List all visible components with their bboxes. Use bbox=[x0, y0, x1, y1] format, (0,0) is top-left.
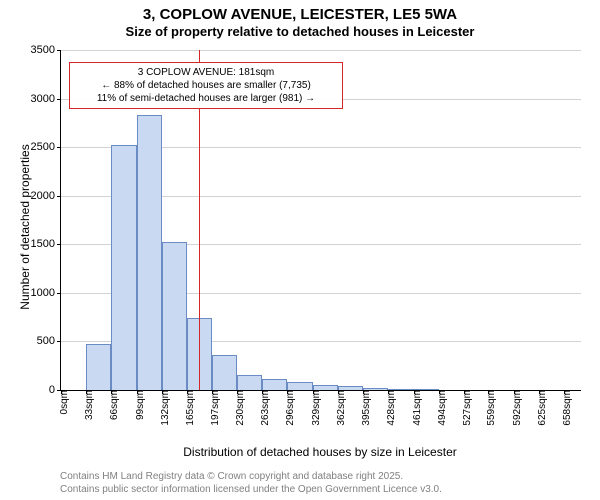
copyright-footer: Contains HM Land Registry data © Crown c… bbox=[60, 471, 442, 496]
x-tick-label: 395sqm bbox=[359, 390, 372, 426]
x-tick-label: 625sqm bbox=[535, 390, 548, 426]
annotation-box: 3 COPLOW AVENUE: 181sqm← 88% of detached… bbox=[69, 62, 343, 109]
x-tick-label: 0sqm bbox=[57, 390, 70, 414]
page-title-line2: Size of property relative to detached ho… bbox=[0, 24, 600, 39]
x-tick-label: 230sqm bbox=[233, 390, 246, 426]
histogram-bar bbox=[111, 145, 136, 390]
footer-line1: Contains HM Land Registry data © Crown c… bbox=[60, 471, 442, 484]
histogram-bar bbox=[237, 375, 262, 390]
annotation-line3: 11% of semi-detached houses are larger (… bbox=[76, 92, 336, 105]
histogram-bar bbox=[262, 379, 287, 390]
histogram-bar bbox=[212, 355, 237, 390]
x-tick-label: 99sqm bbox=[133, 390, 146, 420]
x-tick-label: 461sqm bbox=[410, 390, 423, 426]
x-tick-label: 329sqm bbox=[309, 390, 322, 426]
y-tick-label: 1000 bbox=[31, 287, 61, 299]
annotation-line2: ← 88% of detached houses are smaller (7,… bbox=[76, 79, 336, 92]
x-tick-label: 527sqm bbox=[460, 390, 473, 426]
x-tick-label: 658sqm bbox=[560, 390, 573, 426]
y-tick-label: 1500 bbox=[31, 238, 61, 250]
y-tick-label: 3500 bbox=[31, 44, 61, 56]
x-axis-label: Distribution of detached houses by size … bbox=[60, 445, 580, 459]
page-title-line1: 3, COPLOW AVENUE, LEICESTER, LE5 5WA bbox=[0, 6, 600, 23]
x-tick-label: 165sqm bbox=[183, 390, 196, 426]
x-tick-label: 66sqm bbox=[107, 390, 120, 420]
y-tick-label: 2000 bbox=[31, 190, 61, 202]
x-tick-label: 559sqm bbox=[484, 390, 497, 426]
histogram-bar bbox=[162, 242, 187, 390]
histogram-plot: 05001000150020002500300035000sqm33sqm66s… bbox=[60, 50, 581, 391]
annotation-line1: 3 COPLOW AVENUE: 181sqm bbox=[76, 66, 336, 79]
y-tick-label: 2500 bbox=[31, 141, 61, 153]
y-axis-label: Number of detached properties bbox=[18, 67, 32, 387]
x-tick-label: 592sqm bbox=[510, 390, 523, 426]
x-tick-label: 362sqm bbox=[334, 390, 347, 426]
x-tick-label: 494sqm bbox=[435, 390, 448, 426]
footer-line2: Contains public sector information licen… bbox=[60, 484, 442, 497]
histogram-bar bbox=[287, 382, 312, 390]
x-tick-label: 197sqm bbox=[208, 390, 221, 426]
histogram-bar bbox=[86, 344, 111, 390]
x-tick-label: 428sqm bbox=[384, 390, 397, 426]
chart-root: 3, COPLOW AVENUE, LEICESTER, LE5 5WA Siz… bbox=[0, 0, 600, 500]
x-tick-label: 296sqm bbox=[283, 390, 296, 426]
y-tick-label: 500 bbox=[37, 335, 61, 347]
x-tick-label: 33sqm bbox=[82, 390, 95, 420]
x-tick-label: 263sqm bbox=[258, 390, 271, 426]
x-tick-label: 132sqm bbox=[158, 390, 171, 426]
y-tick-label: 3000 bbox=[31, 93, 61, 105]
gridline bbox=[61, 50, 581, 51]
histogram-bar bbox=[137, 115, 162, 390]
